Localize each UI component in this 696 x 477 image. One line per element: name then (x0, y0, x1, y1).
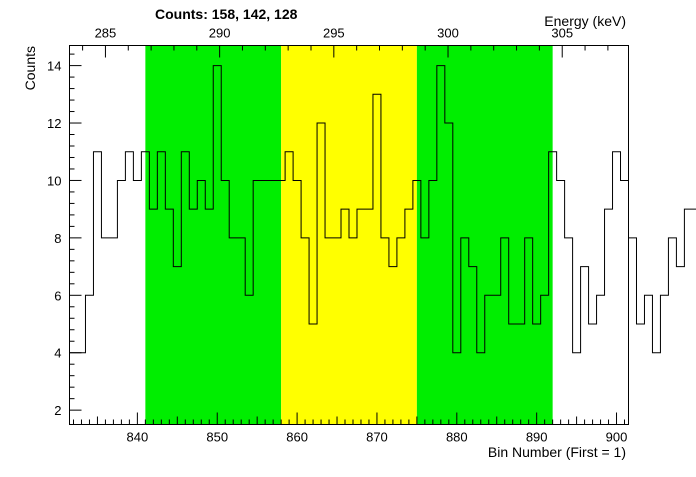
y-axis-label: Counts (22, 46, 38, 90)
x-tick-label: 890 (526, 430, 548, 445)
y-tick-label: 6 (54, 288, 61, 303)
x-tick-label: 860 (286, 430, 308, 445)
energy-tick-label: 300 (437, 26, 459, 41)
y-tick-label: 12 (47, 116, 61, 131)
energy-tick-label: 285 (95, 26, 117, 41)
energy-axis-label: Energy (keV) (544, 13, 626, 29)
y-tick-label: 10 (47, 173, 61, 188)
y-tick-label: 2 (54, 403, 61, 418)
x-tick-label: 870 (366, 430, 388, 445)
energy-tick-label: 290 (209, 26, 231, 41)
x-tick-label: 850 (206, 430, 228, 445)
y-tick-label: 14 (47, 59, 61, 74)
y-tick-label: 4 (54, 346, 61, 361)
energy-tick-label: 295 (323, 26, 345, 41)
x-tick-label: 900 (606, 430, 628, 445)
x-tick-label: 840 (127, 430, 149, 445)
x-tick-label: 880 (446, 430, 468, 445)
y-tick-label: 8 (54, 231, 61, 246)
x-axis-label: Bin Number (First = 1) (488, 444, 626, 460)
chart-title: Counts: 158, 142, 128 (155, 6, 298, 22)
